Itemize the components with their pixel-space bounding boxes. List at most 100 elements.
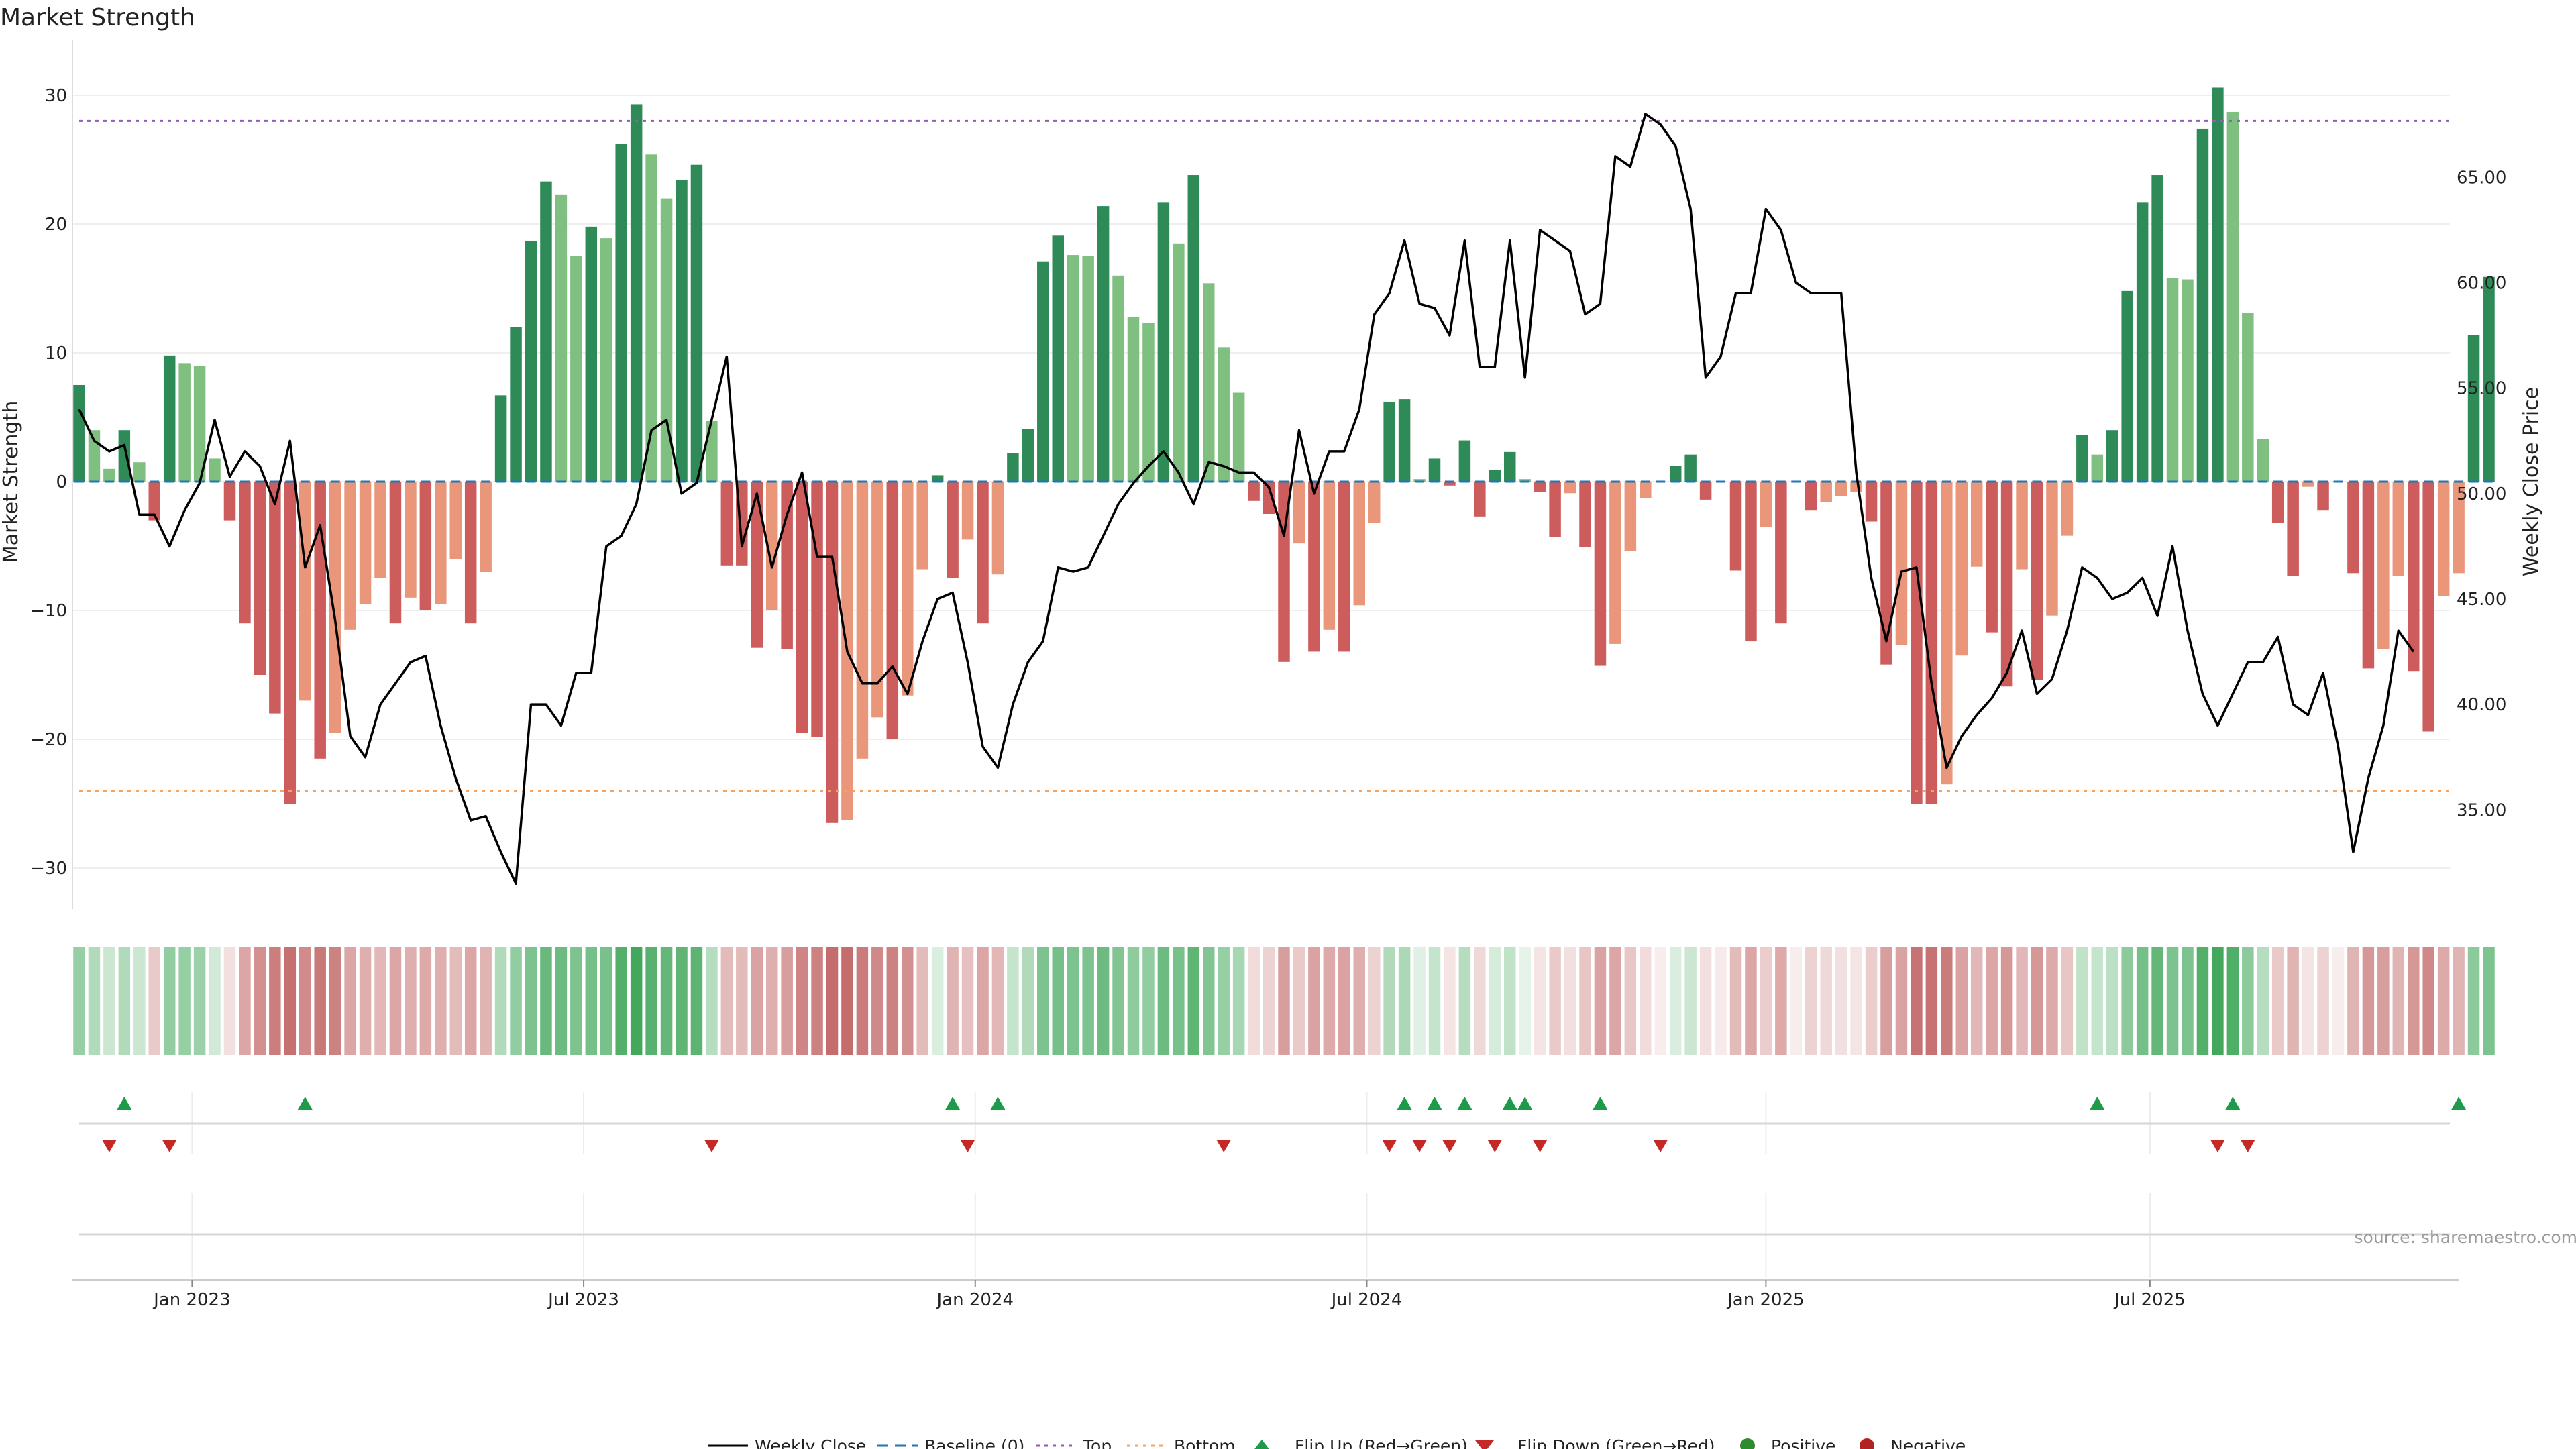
heat-cell [1955,947,1968,1055]
heat-cell [2347,947,2359,1055]
flip-up-marker [1502,1097,1517,1110]
heat-cell [103,947,115,1055]
strength-bar [2121,290,2133,482]
heat-cell [254,947,266,1055]
strength-bar [706,421,718,482]
strength-bar [2271,482,2284,523]
heat-cell [1308,947,1320,1055]
heat-cell [676,947,688,1055]
heat-cell [1293,947,1305,1055]
heat-cell [1142,947,1155,1055]
strength-bar [1338,482,1350,652]
heat-cell [2016,947,2028,1055]
heat-cell [1353,947,1365,1055]
heat-cell [841,947,853,1055]
heat-cell [796,947,808,1055]
strength-heat-strip [73,947,2495,1055]
legend-bottom-label: Bottom [1174,1436,1236,1449]
flip-up-marker [990,1097,1006,1110]
strength-bar [585,226,598,482]
heat-cell [1699,947,1712,1055]
flip-up-marker [297,1097,313,1110]
source-note: source: sharemaestro.com [2355,1228,2576,1247]
legend-weekly-close-label: Weekly Close [755,1436,866,1449]
strength-bar [1699,482,1712,500]
strength-bar [630,104,643,482]
strength-bar [2302,482,2314,487]
strength-bar [1684,454,1697,482]
strength-bar [1368,482,1381,523]
heat-cell [2408,947,2420,1055]
heat-cell [1127,947,1140,1055]
heat-cell [284,947,297,1055]
heat-cell [2212,947,2224,1055]
strength-bar [1519,479,1531,482]
flip-down-marker [1216,1140,1232,1152]
heat-cell [615,947,627,1055]
left-tick-label: 30 [45,86,67,106]
legend-flip-down-icon [1475,1440,1494,1449]
strength-bar [269,482,281,714]
heat-cell [480,947,492,1055]
strength-bar [615,144,627,482]
heat-cell [1187,947,1200,1055]
heat-cell [2392,947,2405,1055]
right-tick-label: 40.00 [2457,695,2506,715]
heat-cell [389,947,402,1055]
flip-up-marker [2225,1097,2241,1110]
heat-cell [464,947,477,1055]
heat-cell [269,947,281,1055]
strength-bar [314,482,326,759]
heat-cell [2121,947,2133,1055]
heat-cell [1534,947,1546,1055]
strength-bar [826,482,839,823]
heat-cell [1624,947,1637,1055]
strength-bar [1865,482,1878,522]
strength-bar [1037,261,1049,482]
heat-cell [1805,947,1817,1055]
strength-bar [645,154,657,482]
heat-cell [1173,947,1185,1055]
heat-cell [2242,947,2254,1055]
strength-bar [1579,482,1591,547]
strength-bar [2347,482,2359,574]
chart-title: Market Strength [0,4,195,32]
strength-bar [2467,335,2480,482]
heat-cell [223,947,236,1055]
strength-bar [1097,206,1110,482]
right-axis-title: Weekly Close Price [2520,387,2543,576]
x-tick-label: Jan 2024 [936,1290,1014,1310]
heat-cell [2437,947,2450,1055]
strength-bar [2016,482,2028,570]
strength-bar [329,482,341,733]
strength-bar [2453,482,2465,574]
flip-down-marker [960,1140,975,1152]
heat-cell [961,947,974,1055]
strength-bar [2287,482,2299,576]
strength-bar [1323,482,1336,630]
heat-cell [73,947,85,1055]
heat-cell [1157,947,1170,1055]
strength-bar [2000,482,2013,687]
heat-cell [1444,947,1456,1055]
heat-cell [178,947,191,1055]
strength-bar [344,482,356,630]
strength-bar [1082,256,1094,482]
heat-cell [374,947,386,1055]
strength-bar [690,164,703,482]
heat-cell [1067,947,1079,1055]
heat-cell [585,947,598,1055]
strength-bar [1142,323,1155,482]
flip-down-marker [2240,1140,2255,1152]
heat-cell [2151,947,2163,1055]
strength-bar [239,482,251,624]
heat-cell [2483,947,2495,1055]
heat-cell [435,947,447,1055]
right-tick-label: 65.00 [2457,168,2506,188]
heat-cell [1729,947,1742,1055]
flip-down-marker [704,1140,719,1152]
strength-bar [1112,275,1124,482]
heat-cell [1594,947,1607,1055]
heat-cell [1669,947,1682,1055]
flip-up-marker [1457,1097,1472,1110]
